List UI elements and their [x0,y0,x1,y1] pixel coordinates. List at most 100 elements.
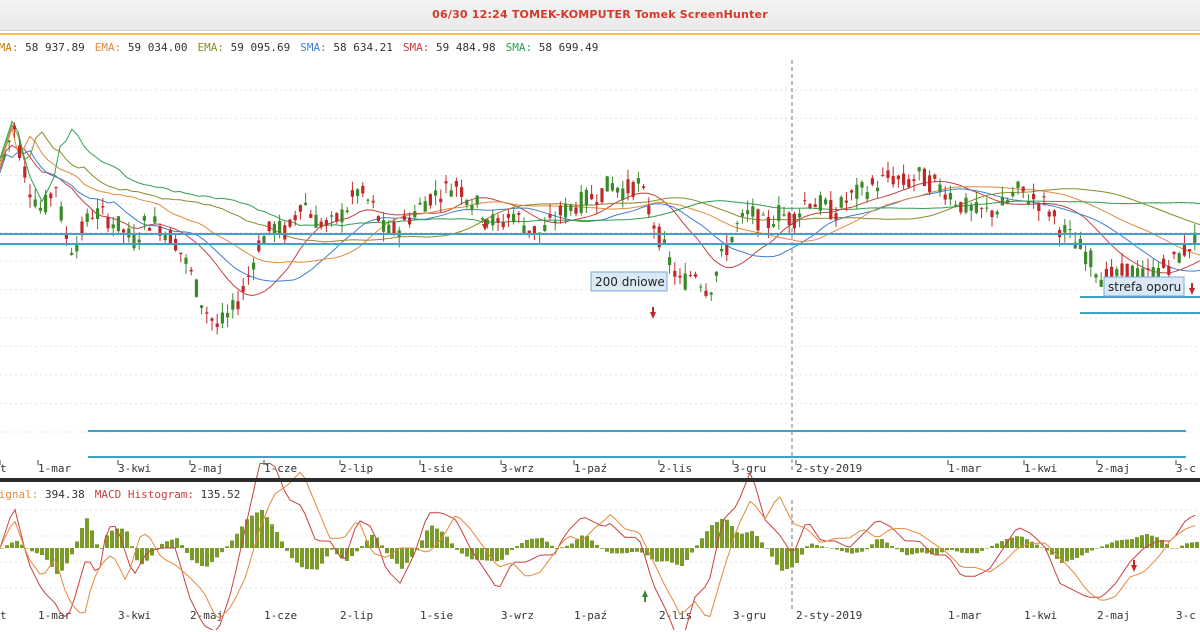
candle-body [44,194,48,213]
macd-histogram-bar [700,538,704,548]
macd-histogram-bar [380,545,384,548]
macd-histogram-bar [30,548,34,552]
macd-histogram-bar [370,534,374,548]
indicator-value: 59 484.98 [429,41,496,54]
candle-body [761,214,765,216]
candle-body [496,218,500,223]
candle-body [340,209,344,223]
macd-histogram-bar [270,524,274,548]
candle-body [252,262,256,270]
candle-body [1006,200,1010,203]
candle-body [1063,225,1067,233]
macd-histogram-bar [860,548,864,552]
macd-histogram-bar [1170,547,1174,549]
macd-value: 394.38 [38,488,85,501]
macd-histogram-bar [735,532,739,548]
candle-body [288,219,292,227]
candle-body [1141,268,1145,280]
macd-histogram-bar [115,528,119,548]
candle-body [376,216,380,221]
candle-body [241,286,245,292]
candle-body [59,206,63,221]
macd-x-tick-label: 3-kwi [118,609,151,622]
macd-histogram-bar [845,548,849,553]
macd-histogram-bar [360,546,364,548]
macd-histogram-bar [1105,544,1109,548]
macd-histogram-bar [215,548,219,558]
macd-histogram-bar [1010,537,1014,548]
candle-body [813,204,817,208]
macd-histogram-bar [1190,542,1194,548]
candle-body [704,290,708,296]
macd-x-tick-label: 3-c [1176,609,1196,622]
candle-body [18,145,22,158]
macd-histogram-bar [925,548,929,554]
candle-body [158,226,162,236]
candle-body [558,205,562,216]
candle-body [132,233,136,249]
candle-body [1193,232,1197,245]
macd-histogram-bar [265,517,269,548]
macd-histogram-bar [800,548,804,555]
candle-body [886,170,890,178]
candle-body [803,200,807,202]
macd-histogram-bar [950,548,954,551]
macd-histogram-bar [1100,546,1104,548]
macd-histogram-bar [395,548,399,564]
macd-histogram-bar [400,548,404,569]
macd-histogram-bar [510,548,514,550]
resistance-annotation-box [1103,276,1185,297]
macd-histogram-bar [160,543,164,548]
macd-histogram-bar [25,548,29,549]
candle-body [70,252,74,255]
candle-body [834,213,838,220]
macd-histogram-bar [180,545,184,548]
macd-histogram-bar [610,548,614,554]
x-tick-label: 2-sty-2019 [796,462,862,475]
candle-body [1037,203,1041,212]
macd-histogram-bar [625,548,629,554]
macd-histogram-bar [980,548,984,551]
candle-body [85,213,89,222]
candle-body [439,198,443,203]
candle-body [366,199,370,201]
macd-histogram-bar [1095,548,1099,549]
candle-body [720,248,724,252]
macd-histogram-bar [995,543,999,548]
macd-histogram-bar [435,528,439,548]
macd-histogram-bar [530,538,534,548]
candle-body [106,216,110,229]
candle-body [1162,258,1166,268]
macd-histogram-bar [365,540,369,548]
candle-body [444,181,448,184]
macd-histogram-bar [535,538,539,548]
candle-body [912,179,916,182]
macd-histogram-bar [340,548,344,559]
macd-histogram-bar [640,548,644,553]
macd-histogram-bar [525,539,529,548]
candle-body [449,190,453,197]
macd-histogram-bar [805,546,809,548]
macd-histogram-bar [545,541,549,548]
pane-divider[interactable] [0,478,1200,482]
macd-histogram-bar [820,546,824,548]
candle-body [1032,193,1036,200]
macd-histogram-bar [190,548,194,561]
candle-body [137,239,141,243]
macd-histogram-bar [770,548,774,557]
candle-body [522,225,526,233]
macd-histogram-bar [1050,548,1054,555]
candle-body [709,292,713,295]
macd-histogram-bar [5,545,9,548]
macd-histogram-bar [880,539,884,548]
x-tick-label: 3-gru [733,462,766,475]
sell-signal-arrow [482,219,488,231]
macd-histogram-bar [1195,541,1199,548]
macd-histogram-bar [705,531,709,548]
macd-histogram-bar [605,548,609,552]
macd-histogram-bar [565,545,569,548]
candle-body [356,189,360,197]
candle-body [772,224,776,227]
macd-histogram-bar [1155,537,1159,548]
